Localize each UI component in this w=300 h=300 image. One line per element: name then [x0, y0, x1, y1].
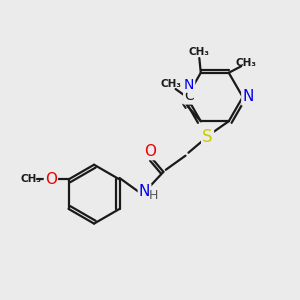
Text: CH₃: CH₃ — [235, 58, 256, 68]
Text: H: H — [149, 189, 158, 202]
Text: S: S — [202, 128, 213, 146]
Text: CH₃: CH₃ — [20, 174, 41, 184]
Text: CH₃: CH₃ — [160, 79, 181, 89]
Text: O: O — [45, 172, 57, 187]
Text: N: N — [242, 89, 254, 104]
Text: N: N — [139, 184, 150, 200]
Text: N: N — [184, 78, 194, 92]
Text: CH₃: CH₃ — [189, 47, 210, 57]
Text: O: O — [144, 144, 156, 159]
Text: C: C — [184, 89, 194, 103]
